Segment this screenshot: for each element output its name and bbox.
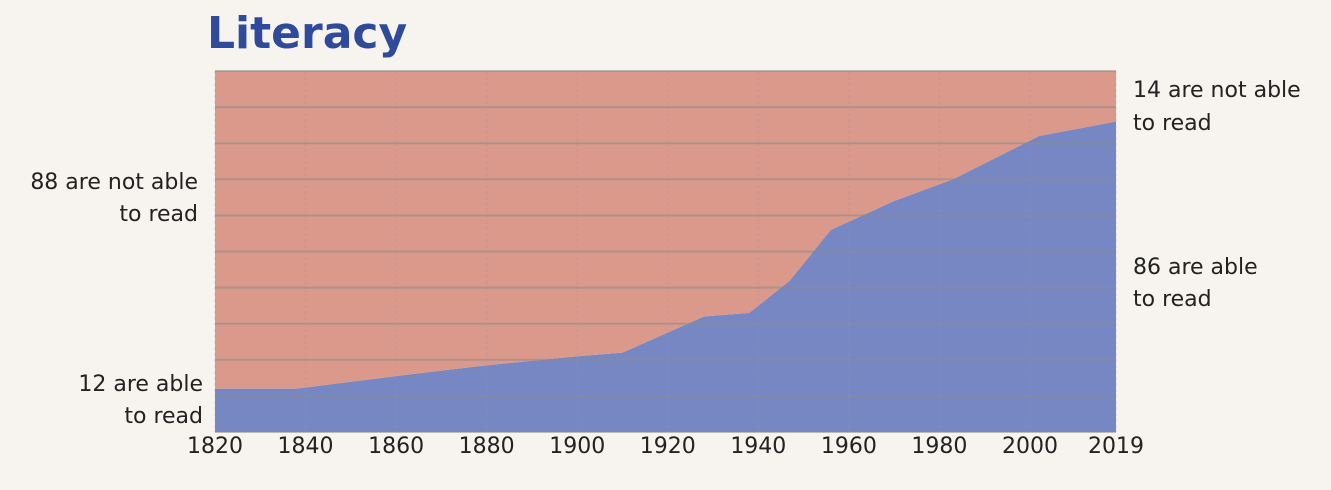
x-tick-label: 1920 [640, 434, 696, 459]
annotation-line: to read [1133, 287, 1212, 312]
annotation-line: 86 are able [1133, 255, 1258, 280]
annotation: 88 are not able to read 12 are able to r… [30, 78, 1300, 429]
x-tick-label: 1880 [459, 434, 515, 459]
x-tick-label: 1840 [278, 434, 334, 459]
chart-title: Literacy [207, 8, 407, 59]
x-tick-label: 1960 [821, 434, 877, 459]
annotation-line: to read [119, 202, 198, 227]
x-tick-label: 1980 [911, 434, 967, 459]
annotation-line: 88 are not able [30, 170, 198, 195]
x-tick-label: 1820 [187, 434, 243, 459]
x-tick-label: 2019 [1088, 434, 1144, 459]
annotation-line: to read [124, 404, 203, 429]
x-tick-label: 2000 [1002, 434, 1058, 459]
annotation-line: to read [1133, 111, 1212, 136]
annotation-line: 12 are able [78, 372, 203, 397]
x-tick-label: 1900 [549, 434, 605, 459]
plot-area: 1820 1840 1860 1880 1900 1920 1940 1960 1980 2000… [187, 70, 1144, 459]
area [215, 71, 1116, 389]
annotation-line: 14 are not able [1133, 78, 1301, 103]
x-tick-label: 1940 [730, 434, 786, 459]
area [215, 121, 1116, 432]
x-tick-label: 1860 [368, 434, 424, 459]
